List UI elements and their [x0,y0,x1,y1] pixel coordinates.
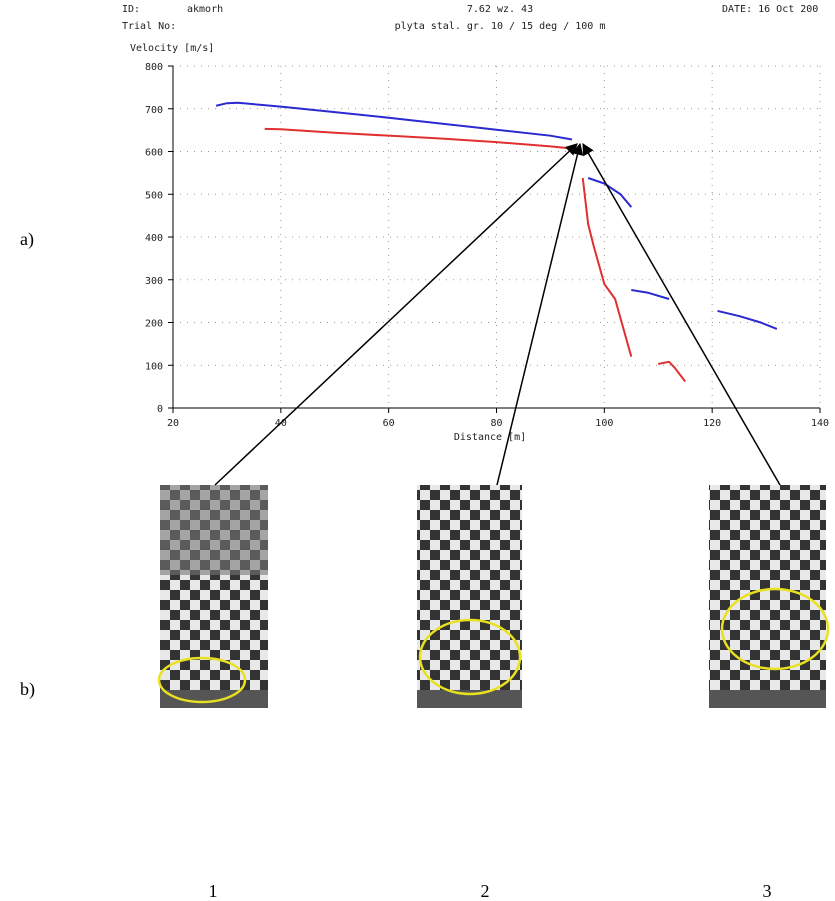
photo-floor [417,690,522,708]
chart: 0100200300400500600700800204060801001201… [145,62,829,429]
arrow [496,142,584,486]
series-line [264,127,687,383]
y-tick-label: 300 [145,276,163,287]
header-caliber: 7.62 wz. 43 [467,4,533,15]
photo-debris [160,485,268,575]
panel-label: b) [20,679,35,700]
x-axis-label: Distance [m] [454,432,526,443]
x-tick-label: 140 [811,418,829,429]
panel-label: a) [20,229,34,250]
highlight-ellipse [720,587,830,671]
header-id-label: ID: [122,4,140,15]
header-id-value: akmorh [187,4,223,15]
photo-label: 1 [209,881,218,901]
y-tick-label: 700 [145,105,163,116]
header-trial-label: Trial No: [122,21,176,32]
photo-label: 2 [481,881,490,901]
series-line [215,101,778,330]
y-axis-label: Velocity [m/s] [130,43,214,54]
x-tick-label: 100 [595,418,613,429]
header-description: plyta stal. gr. 10 / 15 deg / 100 m [395,21,606,32]
x-tick-label: 20 [167,418,179,429]
arrows [214,142,781,486]
x-tick-label: 60 [383,418,395,429]
y-tick-label: 800 [145,62,163,73]
arrow [214,143,578,486]
arrow [582,142,781,486]
x-tick-label: 120 [703,418,721,429]
photos [157,485,830,708]
x-tick-label: 80 [490,418,502,429]
photo-label: 3 [763,881,772,901]
y-tick-label: 500 [145,190,163,201]
y-tick-label: 400 [145,233,163,244]
highlight-ellipse [157,656,247,704]
y-tick-label: 100 [145,361,163,372]
y-tick-label: 0 [157,404,163,415]
photo [417,485,522,708]
header-date: DATE: 16 Oct 200 [722,4,818,15]
y-tick-label: 600 [145,148,163,159]
y-tick-label: 200 [145,319,163,330]
photo-floor [160,690,268,708]
highlight-ellipse [418,618,522,696]
photo-floor [709,690,826,708]
